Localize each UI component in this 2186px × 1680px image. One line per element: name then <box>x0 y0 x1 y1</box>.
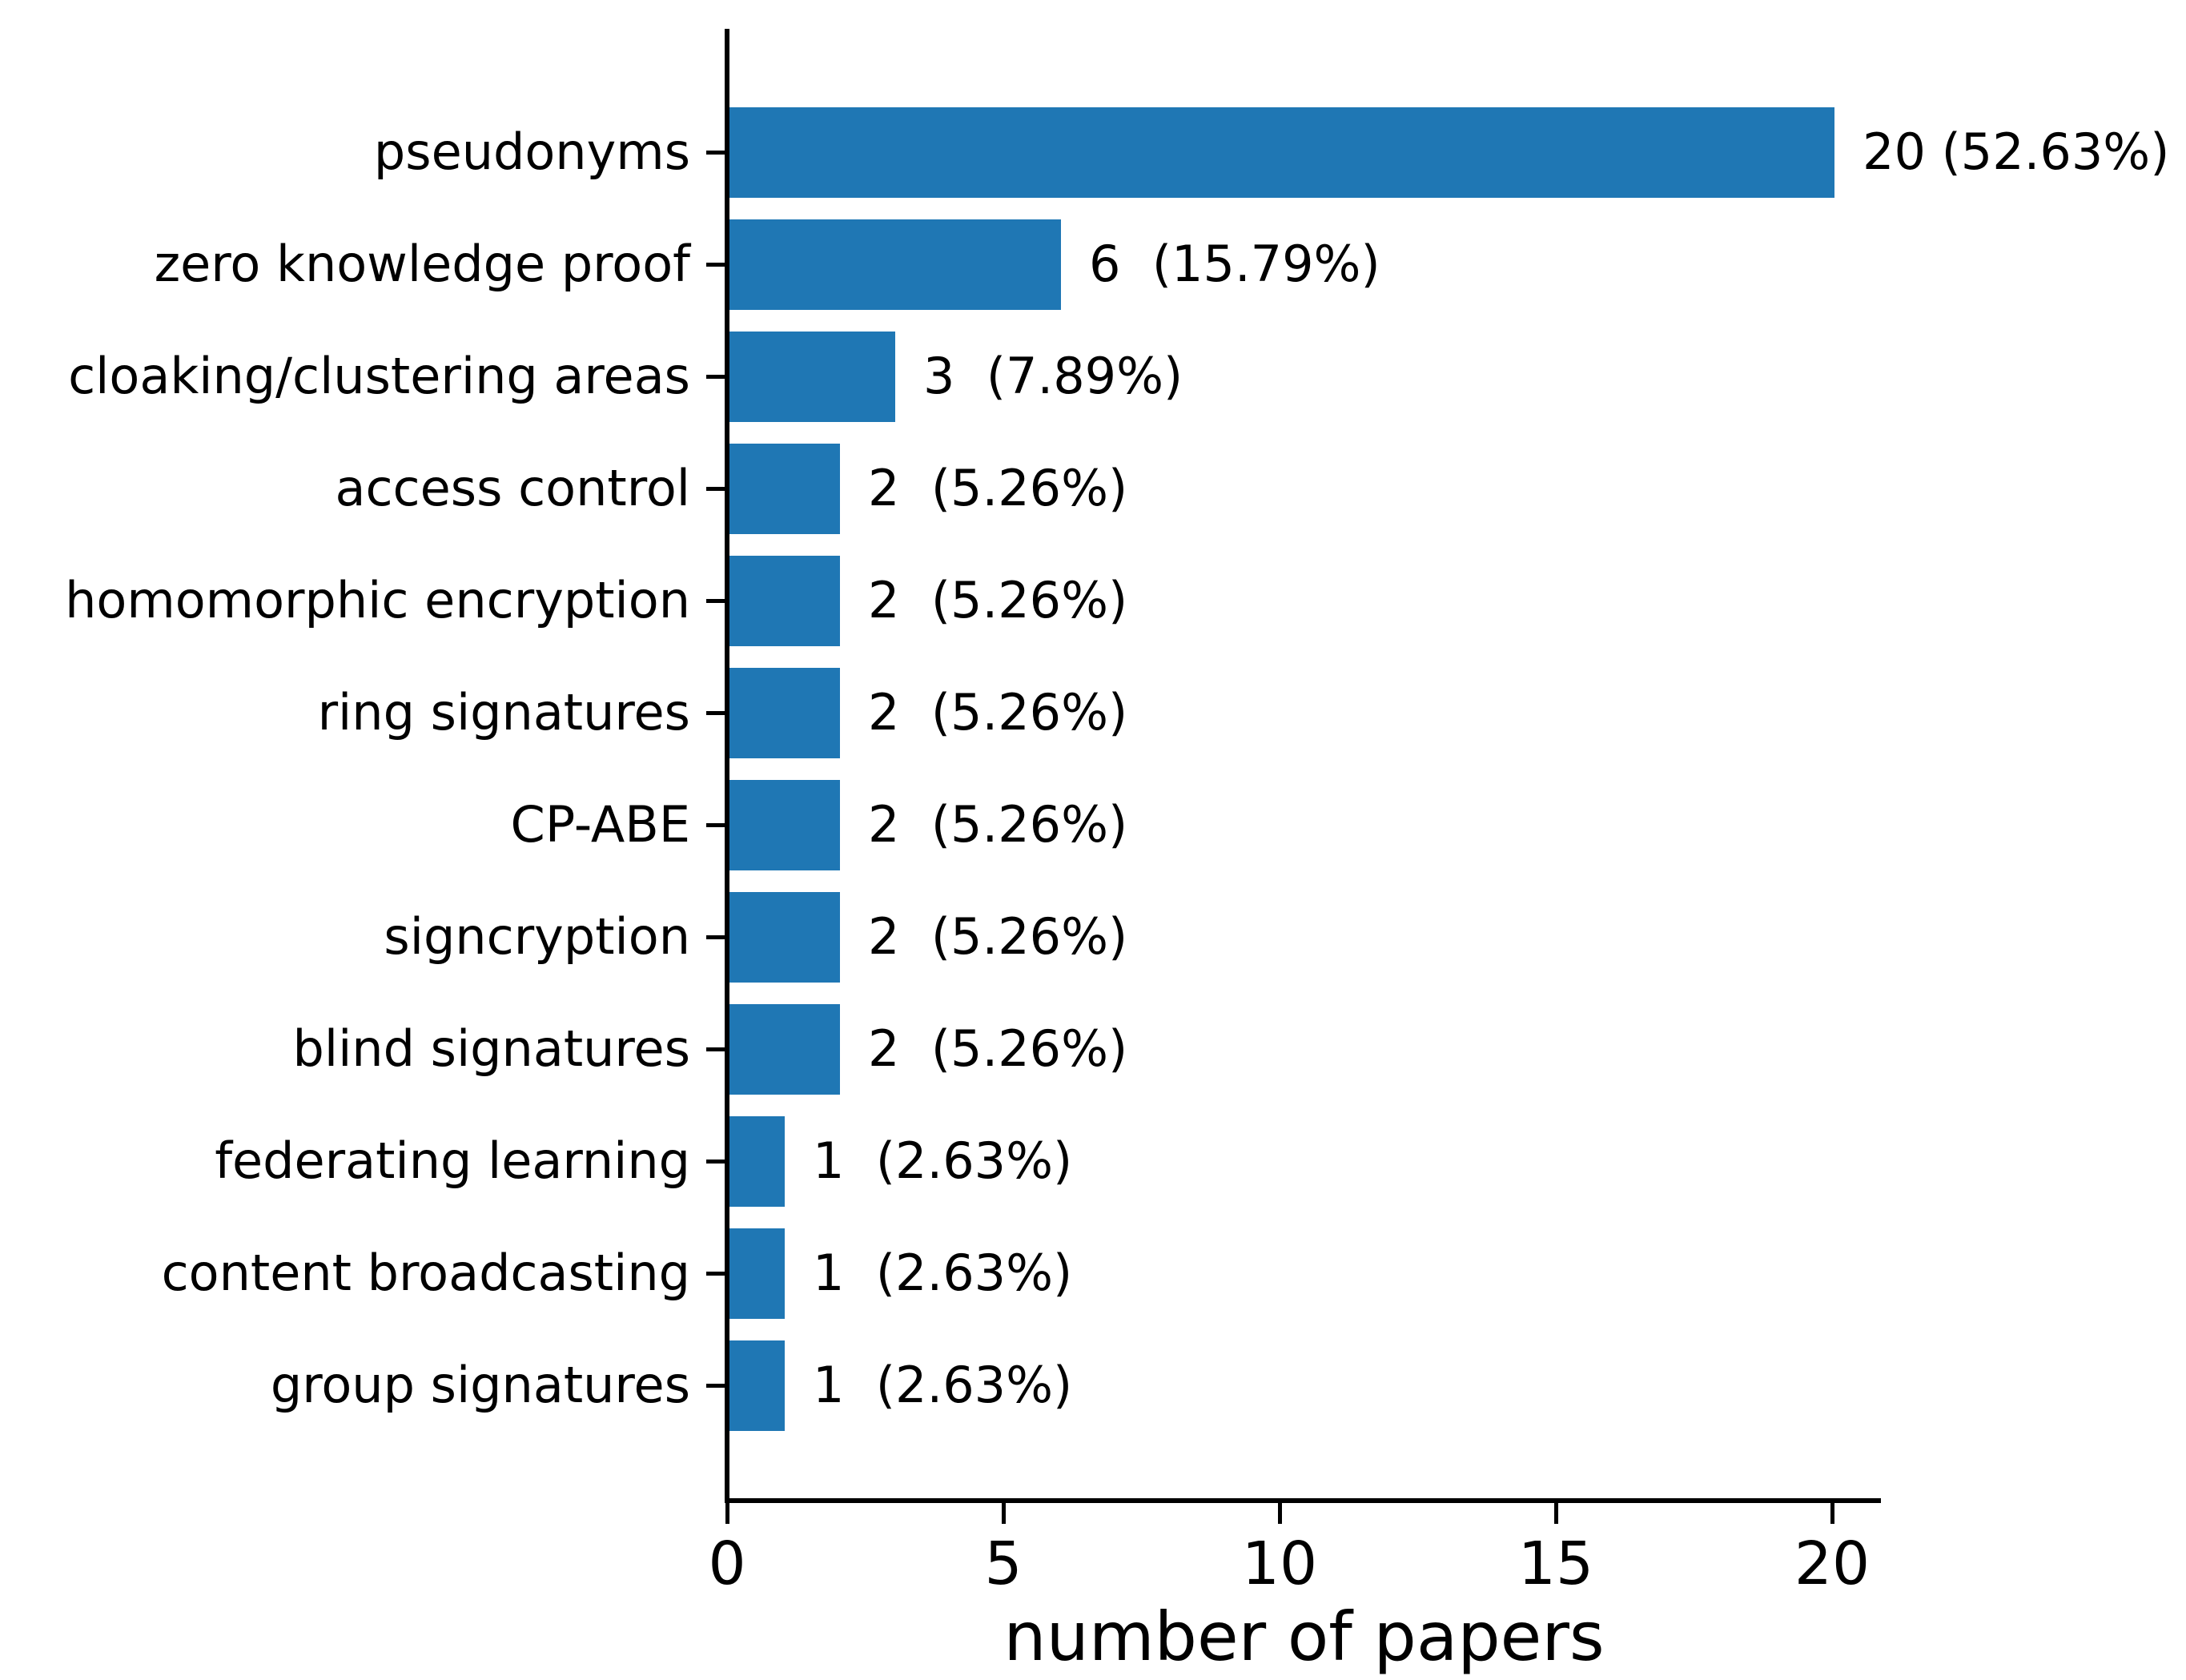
y-tick-mark <box>706 822 727 827</box>
bar <box>729 1003 840 1095</box>
value-label: 3 (7.89%) <box>923 347 1183 405</box>
y-tick-mark <box>706 934 727 939</box>
category-label: cloaking/clustering areas <box>68 347 690 405</box>
value-label: 6 (15.79%) <box>1089 235 1380 293</box>
x-tick-label: 0 <box>708 1529 746 1598</box>
y-tick-mark <box>706 374 727 379</box>
bar <box>729 779 840 870</box>
x-tick-mark <box>1277 1503 1282 1524</box>
value-label: 2 (5.26%) <box>868 459 1128 517</box>
category-label: homomorphic encryption <box>65 571 690 629</box>
bar <box>729 667 840 758</box>
category-label: group signatures <box>270 1356 690 1414</box>
x-tick-label: 15 <box>1517 1529 1594 1598</box>
category-label: content broadcasting <box>161 1244 690 1302</box>
y-tick-mark <box>706 1383 727 1388</box>
value-label: 1 (2.63%) <box>813 1356 1073 1414</box>
x-tick-mark <box>725 1503 729 1524</box>
x-tick-label: 10 <box>1241 1529 1318 1598</box>
y-tick-mark <box>706 598 727 603</box>
bar <box>729 1340 785 1431</box>
category-label: ring signatures <box>317 683 690 742</box>
value-label: 20 (52.63%) <box>1863 123 2170 181</box>
category-label: pseudonyms <box>373 123 690 181</box>
bar <box>729 555 840 646</box>
y-tick-mark <box>706 150 727 155</box>
x-tick-label: 5 <box>984 1529 1023 1598</box>
category-label: blind signatures <box>292 1019 690 1078</box>
category-label: signcryption <box>384 907 690 966</box>
value-label: 2 (5.26%) <box>868 795 1128 854</box>
value-label: 2 (5.26%) <box>868 683 1128 742</box>
value-label: 2 (5.26%) <box>868 571 1128 629</box>
category-label: federating learning <box>215 1131 690 1190</box>
y-tick-mark <box>706 1047 727 1051</box>
category-label: access control <box>335 459 690 517</box>
bar <box>729 219 1061 310</box>
value-label: 2 (5.26%) <box>868 1019 1128 1078</box>
value-label: 2 (5.26%) <box>868 907 1128 966</box>
x-tick-label: 20 <box>1794 1529 1871 1598</box>
bar <box>729 1115 785 1207</box>
y-axis-spine <box>725 29 729 1503</box>
y-tick-mark <box>706 1159 727 1164</box>
bar <box>729 331 895 422</box>
bar <box>729 1228 785 1319</box>
y-tick-mark <box>706 486 727 491</box>
value-label: 1 (2.63%) <box>813 1244 1073 1302</box>
bar <box>729 891 840 983</box>
bar <box>729 107 1834 198</box>
bar <box>729 443 840 534</box>
x-tick-mark <box>1001 1503 1006 1524</box>
category-label: CP-ABE <box>510 795 690 854</box>
y-tick-mark <box>706 710 727 715</box>
y-tick-mark <box>706 262 727 267</box>
y-tick-mark <box>706 1271 727 1276</box>
category-label: zero knowledge proof <box>154 235 690 293</box>
x-axis-line <box>725 1498 1881 1503</box>
value-label: 1 (2.63%) <box>813 1131 1073 1190</box>
x-axis-title: number of papers <box>1003 1598 1605 1676</box>
x-tick-mark <box>1553 1503 1558 1524</box>
x-tick-mark <box>1830 1503 1834 1524</box>
